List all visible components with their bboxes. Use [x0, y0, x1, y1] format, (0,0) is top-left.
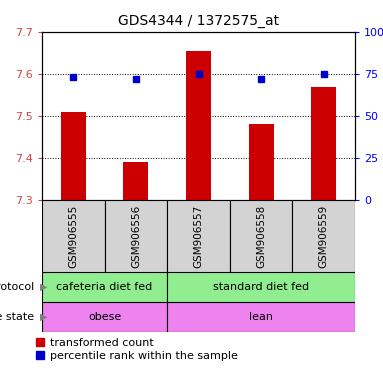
- Bar: [167, 200, 230, 272]
- Text: GSM906555: GSM906555: [68, 204, 78, 268]
- Text: ▶: ▶: [40, 312, 47, 322]
- Text: standard diet fed: standard diet fed: [213, 282, 309, 292]
- Bar: [292, 200, 355, 272]
- Text: obese: obese: [88, 312, 121, 322]
- Title: GDS4344 / 1372575_at: GDS4344 / 1372575_at: [118, 14, 279, 28]
- Bar: [42, 200, 105, 272]
- Text: ▶: ▶: [40, 282, 47, 292]
- Bar: [61, 112, 86, 200]
- Bar: [42, 302, 167, 332]
- Text: protocol: protocol: [0, 282, 34, 292]
- Bar: [167, 272, 355, 302]
- Bar: [186, 51, 211, 200]
- Bar: [249, 124, 273, 200]
- Text: GSM906559: GSM906559: [319, 204, 329, 268]
- Text: lean: lean: [249, 312, 273, 322]
- Text: disease state: disease state: [0, 312, 34, 322]
- Bar: [105, 200, 167, 272]
- Bar: [311, 87, 336, 200]
- Bar: [123, 162, 149, 200]
- Text: GSM906556: GSM906556: [131, 204, 141, 268]
- Legend: transformed count, percentile rank within the sample: transformed count, percentile rank withi…: [36, 338, 238, 361]
- Bar: [167, 302, 355, 332]
- Text: GSM906558: GSM906558: [256, 204, 266, 268]
- Bar: [230, 200, 292, 272]
- Bar: [42, 272, 167, 302]
- Text: cafeteria diet fed: cafeteria diet fed: [56, 282, 153, 292]
- Text: GSM906557: GSM906557: [193, 204, 203, 268]
